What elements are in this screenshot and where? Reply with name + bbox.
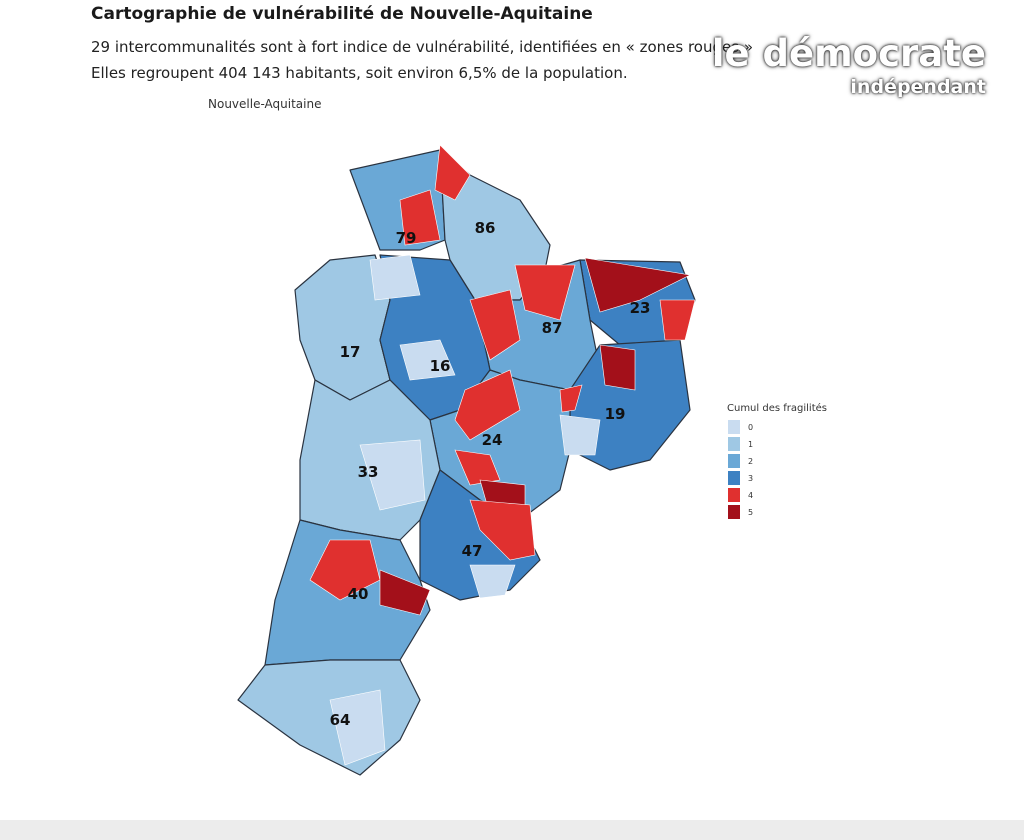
red-zone <box>514 264 576 321</box>
legend-label: 4 <box>748 491 753 500</box>
red-zone <box>469 499 536 561</box>
zone <box>399 339 456 381</box>
legend-swatch <box>728 420 740 434</box>
zone <box>469 564 516 599</box>
title: Cartographie de vulnérabilité de Nouvell… <box>91 4 593 24</box>
red-zone <box>434 144 471 201</box>
legend-swatch <box>728 437 740 451</box>
red-zone <box>399 189 441 246</box>
watermark-tagline: indépendant <box>850 76 986 98</box>
legend: Cumul des fragilités 0 1 2 3 4 5 <box>727 402 827 519</box>
watermark-name: le démocrate <box>711 32 986 75</box>
legend-label: 2 <box>748 457 753 466</box>
department-label: 24 <box>482 431 503 449</box>
subtitle-line: 29 intercommunalités sont à fort indice … <box>91 38 753 56</box>
red-zone <box>584 257 691 313</box>
legend-label: 5 <box>748 508 753 517</box>
footer-bar <box>0 820 1024 840</box>
legend-swatch <box>728 505 740 519</box>
department-label: 64 <box>330 711 351 729</box>
zones <box>309 144 696 766</box>
red-zone <box>599 344 636 391</box>
red-zone <box>379 569 431 616</box>
legend-label: 3 <box>748 474 753 483</box>
map: Nouvelle-Aquitaine <box>208 97 827 776</box>
legend-label: 1 <box>748 440 753 449</box>
zone <box>369 254 421 301</box>
zone <box>359 439 426 511</box>
department-label: 23 <box>630 299 651 317</box>
department-label: 19 <box>605 405 626 423</box>
department-label: 47 <box>462 542 483 560</box>
department-label: 16 <box>430 357 451 375</box>
department-label: 79 <box>396 229 417 247</box>
map-title: Nouvelle-Aquitaine <box>208 97 321 111</box>
legend-swatch <box>728 488 740 502</box>
department-label: 40 <box>348 585 369 603</box>
department-label: 86 <box>475 219 496 237</box>
department-label: 87 <box>542 319 563 337</box>
legend-title: Cumul des fragilités <box>727 402 827 414</box>
department-labels: 79 86 23 87 17 16 19 24 33 47 40 64 <box>330 219 651 729</box>
red-zone <box>469 289 521 361</box>
legend-swatch <box>728 471 740 485</box>
subtitle-line: Elles regroupent 404 143 habitants, soit… <box>91 64 628 82</box>
legend-label: 0 <box>748 423 753 432</box>
red-zone <box>559 384 583 413</box>
department-label: 33 <box>358 463 379 481</box>
department-label: 17 <box>340 343 361 361</box>
legend-swatch <box>728 454 740 468</box>
zone <box>329 689 386 766</box>
red-zone <box>454 449 501 486</box>
zone <box>559 414 601 456</box>
red-zone <box>454 369 521 441</box>
red-zone <box>659 299 696 341</box>
red-zone <box>309 539 381 601</box>
